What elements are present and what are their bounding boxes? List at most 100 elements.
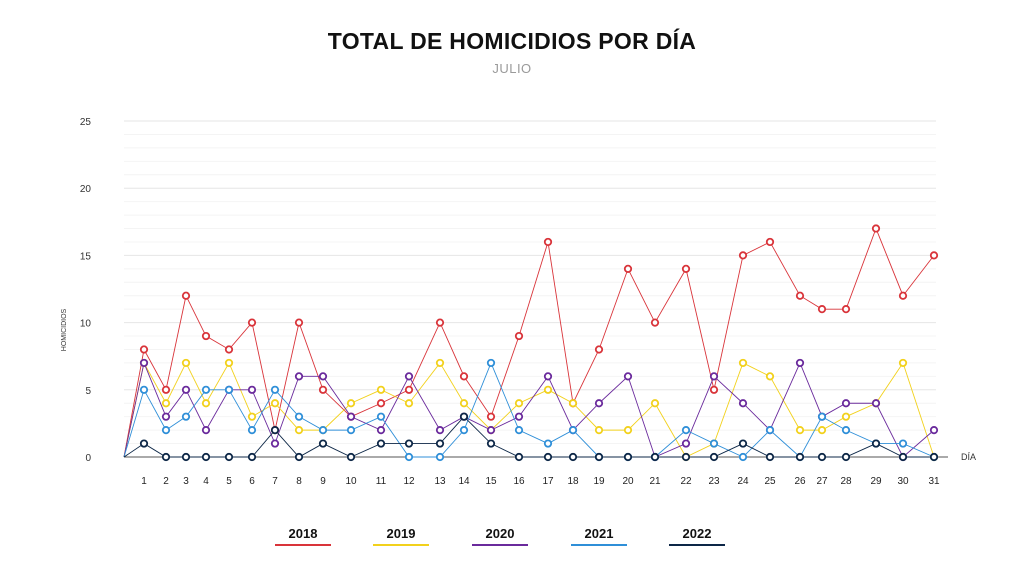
legend-item-2021: 2021 [569,526,629,546]
data-point-2021 [898,439,908,448]
data-point-2020 [270,439,280,448]
x-tick-label: 11 [376,476,387,487]
legend-label: 2021 [584,526,614,541]
data-point-2022 [841,452,851,462]
data-point-2018 [594,345,604,354]
data-point-2020 [376,426,386,435]
data-point-2019 [543,385,553,394]
data-point-2019 [795,426,805,435]
data-point-2020 [346,412,356,421]
data-point-2019 [765,372,775,381]
data-point-2022 [294,452,304,462]
data-point-2021 [318,426,328,435]
x-tick-label: 4 [203,476,209,487]
data-point-2022 [247,452,257,462]
data-point-2018 [435,318,445,327]
data-point-2019 [294,426,304,435]
data-point-2021 [486,358,496,368]
legend-item-2022: 2022 [667,526,727,546]
data-point-2019 [623,426,633,435]
data-point-2022 [318,439,328,448]
data-point-2020 [435,426,445,435]
data-point-2018 [181,291,191,300]
x-tick-label: 29 [870,476,882,487]
x-tick-label: 2 [163,476,169,487]
x-tick-label: 17 [542,476,554,487]
data-point-2022 [817,452,827,462]
data-point-2019 [346,399,356,408]
data-point-2021 [270,385,280,394]
data-point-2021 [376,412,386,421]
data-point-2022 [681,452,691,462]
data-point-2019 [247,412,257,421]
legend-swatch [373,544,429,546]
chart-subtitle: JULIO [492,61,532,76]
x-tick-label: 14 [458,476,470,487]
data-point-2019 [161,399,171,408]
data-point-2019 [181,358,191,368]
data-point-2022 [270,426,280,435]
x-tick-label: 26 [794,476,806,487]
x-axis-title: DÍA [961,452,976,462]
y-axis-title: HOMICIDIOS [61,308,68,351]
x-tick-label: 19 [593,476,605,487]
y-tick-label: 25 [80,117,92,128]
data-point-2018 [514,331,524,341]
data-point-2021 [161,426,171,435]
x-tick-label: 24 [737,476,749,487]
data-point-2018 [224,345,234,354]
x-tick-label: 1 [141,476,147,487]
x-tick-label: 28 [840,476,852,487]
data-point-2019 [459,399,469,408]
legend-label: 2018 [288,526,318,541]
data-point-2018 [795,291,805,300]
chart-title: TOTAL DE HOMICIDIOS POR DÍA [327,28,697,54]
data-point-2019 [817,426,827,435]
data-point-2018 [709,385,719,394]
data-point-2020 [161,412,171,421]
data-point-2022 [929,452,939,462]
data-point-2022 [623,452,633,462]
x-tick-label: 12 [403,476,415,487]
x-tick-label: 10 [345,476,357,487]
data-point-2022 [139,439,149,448]
x-tick-label: 15 [485,476,497,487]
data-point-2020 [841,399,851,408]
data-point-2018 [650,318,660,327]
data-point-2018 [738,251,748,260]
data-point-2018 [486,412,496,421]
data-point-2018 [404,385,414,394]
y-tick-label: 0 [85,453,91,464]
data-point-2020 [738,399,748,408]
data-point-2018 [681,264,691,273]
data-point-2019 [376,385,386,394]
data-point-2018 [543,237,553,247]
data-point-2021 [543,439,553,448]
y-tick-label: 20 [80,184,92,195]
data-point-2018 [376,399,386,408]
data-point-2019 [224,358,234,368]
data-point-2019 [270,399,280,408]
data-point-2019 [514,399,524,408]
data-point-2018 [161,385,171,394]
x-tick-label: 5 [226,476,232,487]
data-point-2021 [765,426,775,435]
x-tick-label: 3 [183,476,189,487]
data-point-2021 [404,452,414,462]
data-point-2021 [459,426,469,435]
data-point-2021 [514,426,524,435]
data-point-2020 [404,372,414,381]
x-tick-label: 20 [622,476,634,487]
data-point-2020 [201,426,211,435]
data-point-2021 [841,426,851,435]
data-point-2019 [898,358,908,368]
series-line-2018 [123,227,935,458]
data-point-2019 [568,399,578,408]
data-point-2019 [201,399,211,408]
legend-swatch [472,544,528,546]
legend-item-2019: 2019 [371,526,431,546]
data-point-2020 [795,358,805,368]
x-tick-label: 6 [249,476,255,487]
data-point-2021 [709,439,719,448]
x-tick-label: 16 [513,476,525,487]
